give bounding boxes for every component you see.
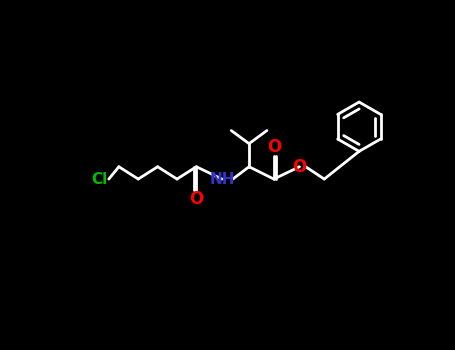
Text: O: O	[292, 158, 307, 176]
Text: O: O	[189, 190, 203, 208]
Text: O: O	[267, 138, 281, 156]
Text: NH: NH	[209, 172, 235, 187]
Text: Cl: Cl	[91, 172, 108, 187]
